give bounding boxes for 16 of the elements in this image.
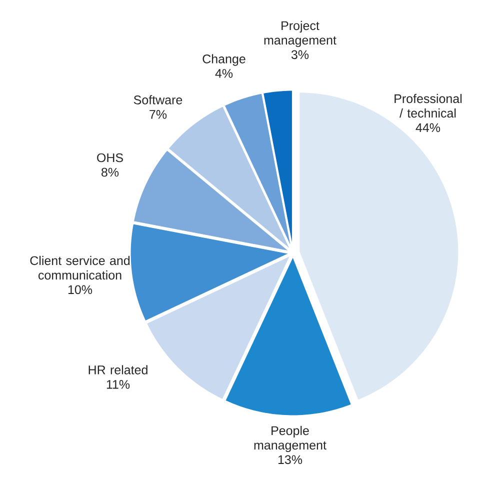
data-label: 11% — [106, 380, 130, 389]
slice-label: HR related — [88, 365, 148, 374]
slice-label: Change — [202, 54, 246, 66]
data-label: 44% — [416, 123, 440, 132]
slice-label: Project management — [264, 20, 336, 48]
data-label: 7% — [150, 110, 167, 119]
data-label: 4% — [215, 69, 233, 78]
data-label: 13% — [278, 455, 302, 464]
data-label: 8% — [102, 168, 119, 177]
slice-label: Professional / technical — [394, 94, 462, 118]
data-label: 3% — [291, 50, 309, 60]
slice-label: Client service and communication — [30, 256, 130, 280]
slice-label: OHS — [97, 153, 123, 162]
slice-label: People management — [254, 426, 326, 452]
data-label: 10% — [68, 285, 92, 294]
slice-label: Software — [134, 95, 182, 104]
